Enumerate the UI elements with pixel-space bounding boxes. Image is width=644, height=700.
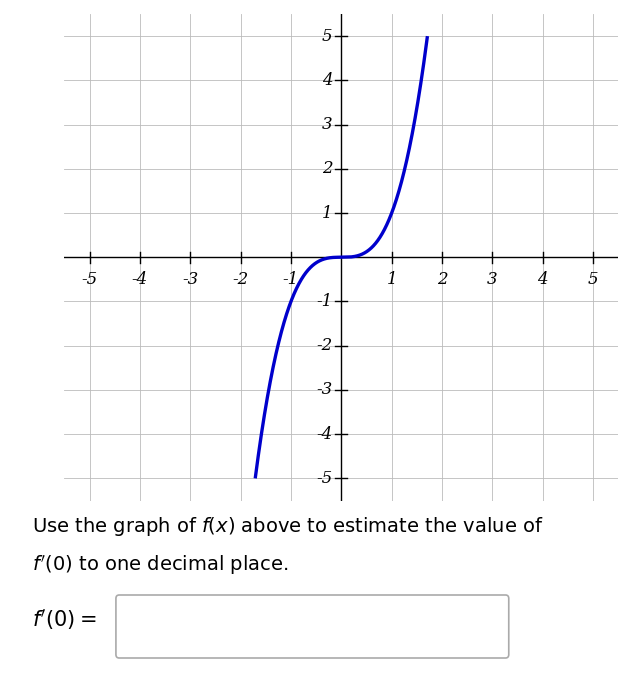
Text: Use the graph of $f(x)$ above to estimate the value of: Use the graph of $f(x)$ above to estimat…	[32, 514, 544, 538]
Text: $f'(0) =$: $f'(0) =$	[32, 607, 97, 632]
Text: -3: -3	[182, 272, 198, 288]
Text: 1: 1	[321, 204, 332, 221]
Text: -2: -2	[232, 272, 249, 288]
Text: 5: 5	[321, 27, 332, 45]
Text: 3: 3	[487, 272, 498, 288]
Text: -1: -1	[316, 293, 332, 310]
Text: -3: -3	[316, 382, 332, 398]
Text: -2: -2	[316, 337, 332, 354]
Text: -5: -5	[81, 272, 98, 288]
Text: 5: 5	[588, 272, 598, 288]
Text: 1: 1	[386, 272, 397, 288]
Text: 4: 4	[321, 72, 332, 89]
Text: 2: 2	[437, 272, 448, 288]
Text: 2: 2	[321, 160, 332, 177]
Text: 4: 4	[537, 272, 548, 288]
Text: $f'(0)$ to one decimal place.: $f'(0)$ to one decimal place.	[32, 553, 289, 577]
Text: 3: 3	[321, 116, 332, 133]
Text: -1: -1	[283, 272, 299, 288]
Text: -4: -4	[132, 272, 148, 288]
Text: -4: -4	[316, 426, 332, 442]
Text: -5: -5	[316, 470, 332, 487]
